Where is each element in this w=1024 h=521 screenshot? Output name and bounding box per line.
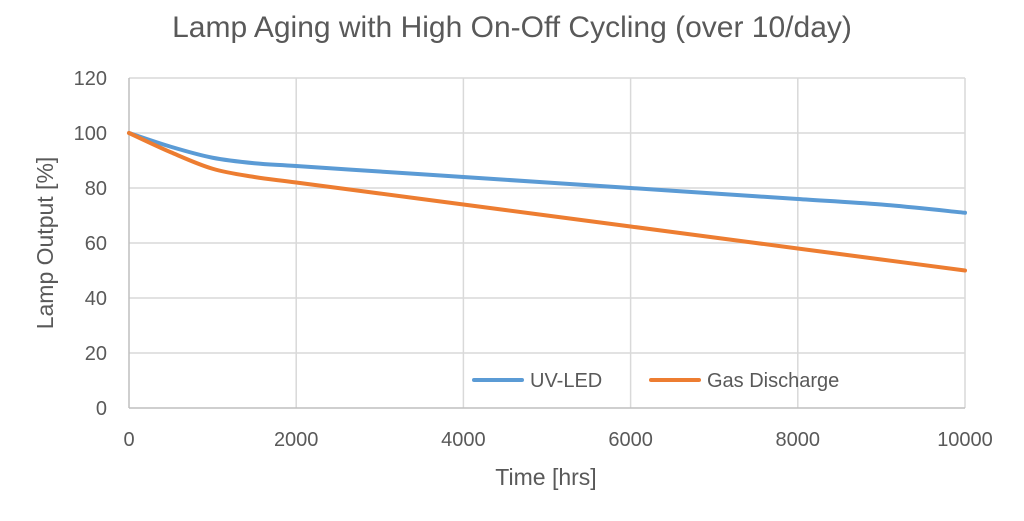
y-tick-label: 100 bbox=[74, 123, 107, 145]
x-tick-label: 4000 bbox=[441, 429, 486, 451]
series-line-0 bbox=[127, 131, 967, 215]
y-tick-label: 80 bbox=[85, 178, 107, 200]
y-tick-label: 40 bbox=[85, 288, 107, 310]
x-tick-label: 6000 bbox=[608, 429, 653, 451]
legend-label: UV-LED bbox=[530, 370, 602, 392]
legend-label: Gas Discharge bbox=[707, 370, 839, 392]
tick-labels: 0 20 40 60 80 100 120 0 2000 4000 6000 8000 10000 bbox=[74, 68, 993, 451]
x-tick-label: 10000 bbox=[937, 429, 993, 451]
x-tick-label: 0 bbox=[123, 429, 134, 451]
series-line-1 bbox=[127, 131, 967, 273]
series-lines bbox=[127, 131, 967, 273]
y-tick-label: 20 bbox=[85, 343, 107, 365]
x-axis-label: Time [hrs] bbox=[495, 464, 596, 490]
grid bbox=[129, 77, 966, 408]
x-tick-label: 2000 bbox=[274, 429, 319, 451]
x-tick-label: 8000 bbox=[776, 429, 821, 451]
chart-title: Lamp Aging with High On-Off Cycling (ove… bbox=[172, 11, 852, 44]
y-axis-label: Lamp Output [%] bbox=[32, 157, 58, 330]
legend: UV-LED Gas Discharge bbox=[472, 370, 839, 392]
y-tick-label: 60 bbox=[85, 233, 107, 255]
y-tick-label: 0 bbox=[96, 398, 107, 420]
y-tick-label: 120 bbox=[74, 68, 107, 90]
